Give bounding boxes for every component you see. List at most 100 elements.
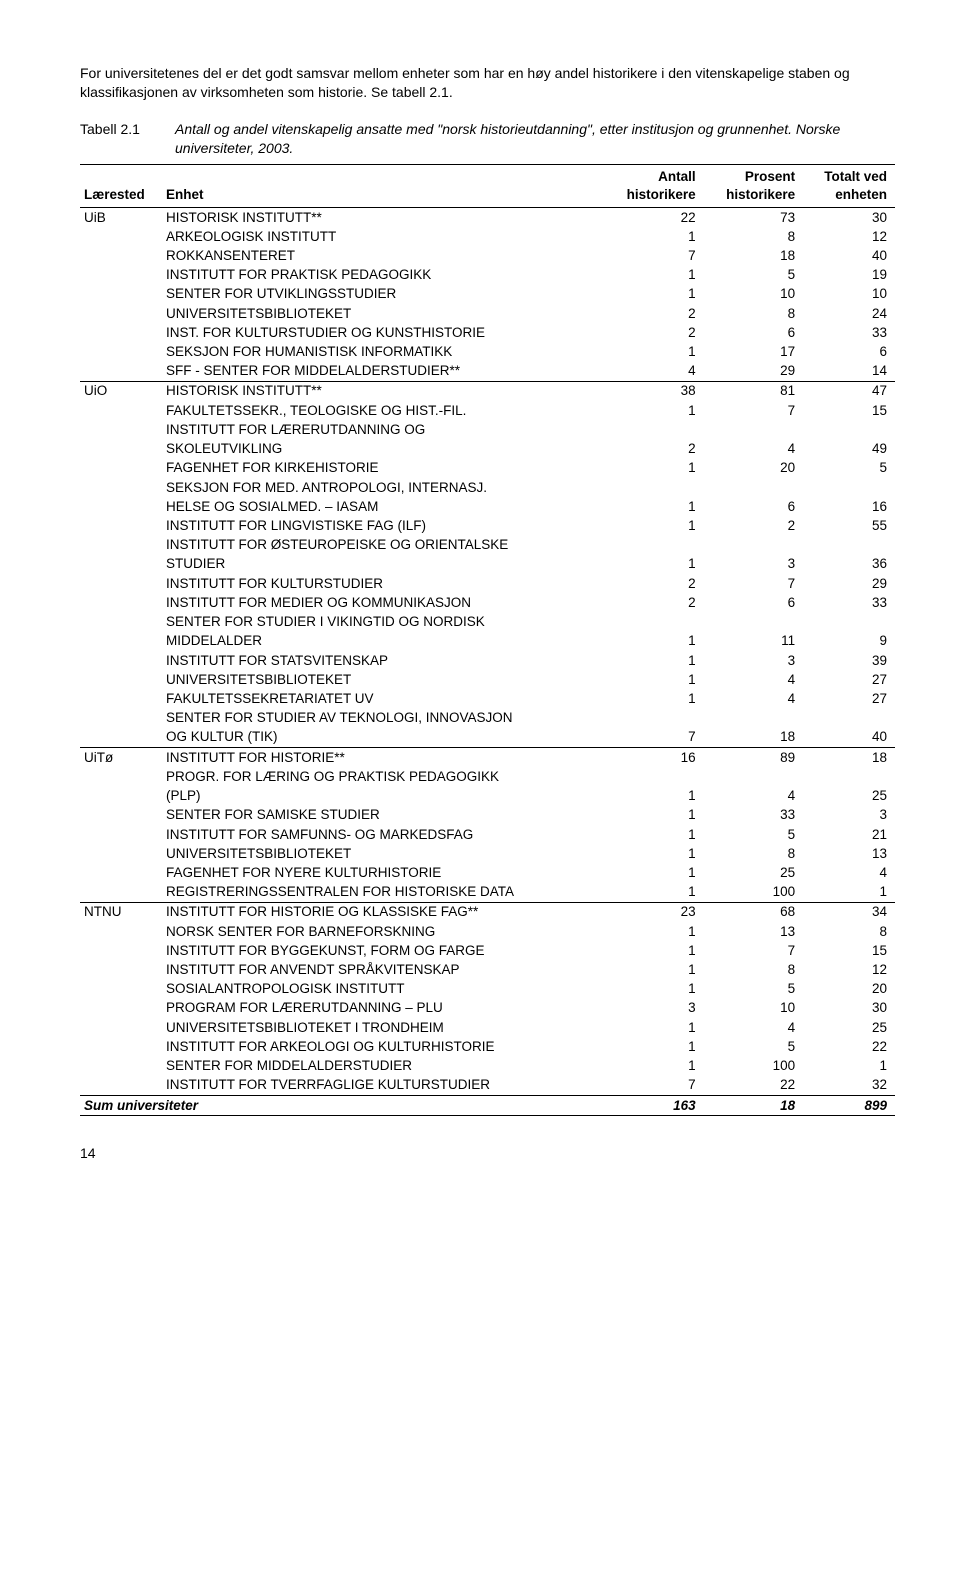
table-row: UNIVERSITETSBIBLIOTEKET I TRONDHEIM1425 <box>80 1018 895 1037</box>
table-row: SENTER FOR MIDDELALDERSTUDIER11001 <box>80 1057 895 1076</box>
cell-lsted: UiO <box>80 381 162 401</box>
cell-prosent: 5 <box>704 980 804 999</box>
cell-totalt: 1 <box>803 883 895 903</box>
cell-prosent: 8 <box>704 961 804 980</box>
cell-totalt: 32 <box>803 1076 895 1096</box>
cell-totalt: 49 <box>803 440 895 459</box>
cell-totalt: 15 <box>803 401 895 420</box>
cell-totalt: 8 <box>803 922 895 941</box>
table-row: FAKULTETSSEKR., TEOLOGISKE OG HIST.-FIL.… <box>80 401 895 420</box>
col-laerested: Lærested <box>80 164 162 207</box>
cell-enhet: (PLP) <box>162 787 604 806</box>
table-row: SENTER FOR SAMISKE STUDIER1333 <box>80 806 895 825</box>
table-row: INSTITUTT FOR ARKEOLOGI OG KULTURHISTORI… <box>80 1037 895 1056</box>
cell-prosent: 4 <box>704 440 804 459</box>
cell-lsted: UiB <box>80 208 162 228</box>
cell-prosent: 20 <box>704 459 804 478</box>
cell-antall: 1 <box>604 863 704 882</box>
cell-enhet: ARKEOLOGISK INSTITUTT <box>162 227 604 246</box>
table-row: INSTITUTT FOR KULTURSTUDIER2729 <box>80 574 895 593</box>
cell-lsted <box>80 825 162 844</box>
cell-antall: 1 <box>604 555 704 574</box>
table-row: UiTøINSTITUTT FOR HISTORIE**168918 <box>80 748 895 768</box>
cell-antall: 2 <box>604 593 704 612</box>
cell-prosent: 8 <box>704 844 804 863</box>
table-row: UNIVERSITETSBIBLIOTEKET2824 <box>80 304 895 323</box>
data-table: Lærested Enhet Antall historikere Prosen… <box>80 164 895 1117</box>
cell-prosent: 13 <box>704 922 804 941</box>
cell-totalt: 40 <box>803 728 895 748</box>
cell-lsted <box>80 478 162 497</box>
cell-antall: 1 <box>604 343 704 362</box>
cell-lsted <box>80 999 162 1018</box>
cell-totalt: 4 <box>803 863 895 882</box>
cell-enhet: SENTER FOR SAMISKE STUDIER <box>162 806 604 825</box>
cell-prosent: 4 <box>704 689 804 708</box>
table-row: FAGENHET FOR KIRKEHISTORIE1205 <box>80 459 895 478</box>
cell-totalt: 30 <box>803 208 895 228</box>
cell-enhet: INSTITUTT FOR HISTORIE OG KLASSISKE FAG*… <box>162 902 604 922</box>
table-label: Tabell 2.1 <box>80 120 175 158</box>
cell-prosent: 8 <box>704 304 804 323</box>
cell-totalt: 5 <box>803 459 895 478</box>
cell-totalt: 15 <box>803 941 895 960</box>
cell-antall: 38 <box>604 381 704 401</box>
cell-antall: 2 <box>604 323 704 342</box>
sum-row: Sum universiteter16318899 <box>80 1096 895 1116</box>
table-row: UNIVERSITETSBIBLIOTEKET1813 <box>80 844 895 863</box>
table-caption-row: Tabell 2.1 Antall og andel vitenskapelig… <box>80 120 895 158</box>
cell-lsted <box>80 266 162 285</box>
table-row: INSTITUTT FOR BYGGEKUNST, FORM OG FARGE1… <box>80 941 895 960</box>
table-row: SENTER FOR STUDIER AV TEKNOLOGI, INNOVAS… <box>80 709 895 728</box>
cell-lsted <box>80 227 162 246</box>
cell-lsted <box>80 304 162 323</box>
table-row: INSTITUTT FOR TVERRFAGLIGE KULTURSTUDIER… <box>80 1076 895 1096</box>
cell-antall: 1 <box>604 961 704 980</box>
cell-totalt: 20 <box>803 980 895 999</box>
cell-enhet: HELSE OG SOSIALMED. – IASAM <box>162 497 604 516</box>
cell-prosent: 10 <box>704 999 804 1018</box>
cell-prosent: 7 <box>704 941 804 960</box>
sum-totalt: 899 <box>803 1096 895 1116</box>
cell-antall: 1 <box>604 883 704 903</box>
cell-antall: 1 <box>604 401 704 420</box>
table-row: FAGENHET FOR NYERE KULTURHISTORIE1254 <box>80 863 895 882</box>
cell-lsted <box>80 709 162 728</box>
cell-lsted <box>80 863 162 882</box>
cell-prosent: 18 <box>704 728 804 748</box>
cell-antall: 7 <box>604 246 704 265</box>
cell-totalt <box>803 767 895 786</box>
cell-lsted <box>80 536 162 555</box>
cell-antall: 1 <box>604 980 704 999</box>
cell-lsted <box>80 883 162 903</box>
cell-enhet: UNIVERSITETSBIBLIOTEKET <box>162 670 604 689</box>
cell-antall: 16 <box>604 748 704 768</box>
cell-totalt: 29 <box>803 574 895 593</box>
cell-prosent: 4 <box>704 787 804 806</box>
table-row: PROGR. FOR LÆRING OG PRAKTISK PEDAGOGIKK <box>80 767 895 786</box>
cell-lsted <box>80 246 162 265</box>
cell-prosent <box>704 613 804 632</box>
cell-antall: 1 <box>604 285 704 304</box>
cell-prosent <box>704 767 804 786</box>
cell-lsted <box>80 1037 162 1056</box>
col-enhet: Enhet <box>162 164 604 207</box>
cell-antall: 1 <box>604 825 704 844</box>
cell-lsted <box>80 574 162 593</box>
cell-enhet: INSTITUTT FOR PRAKTISK PEDAGOGIKK <box>162 266 604 285</box>
cell-antall: 1 <box>604 227 704 246</box>
cell-antall: 1 <box>604 844 704 863</box>
cell-enhet: SEKSJON FOR HUMANISTISK INFORMATIKK <box>162 343 604 362</box>
cell-enhet: STUDIER <box>162 555 604 574</box>
cell-antall: 1 <box>604 1037 704 1056</box>
cell-totalt: 12 <box>803 227 895 246</box>
cell-prosent: 5 <box>704 266 804 285</box>
cell-prosent: 7 <box>704 574 804 593</box>
cell-antall: 1 <box>604 787 704 806</box>
cell-prosent: 6 <box>704 497 804 516</box>
sum-label: Sum universiteter <box>80 1096 604 1116</box>
cell-totalt: 24 <box>803 304 895 323</box>
cell-totalt <box>803 420 895 439</box>
cell-antall: 7 <box>604 728 704 748</box>
cell-totalt: 21 <box>803 825 895 844</box>
